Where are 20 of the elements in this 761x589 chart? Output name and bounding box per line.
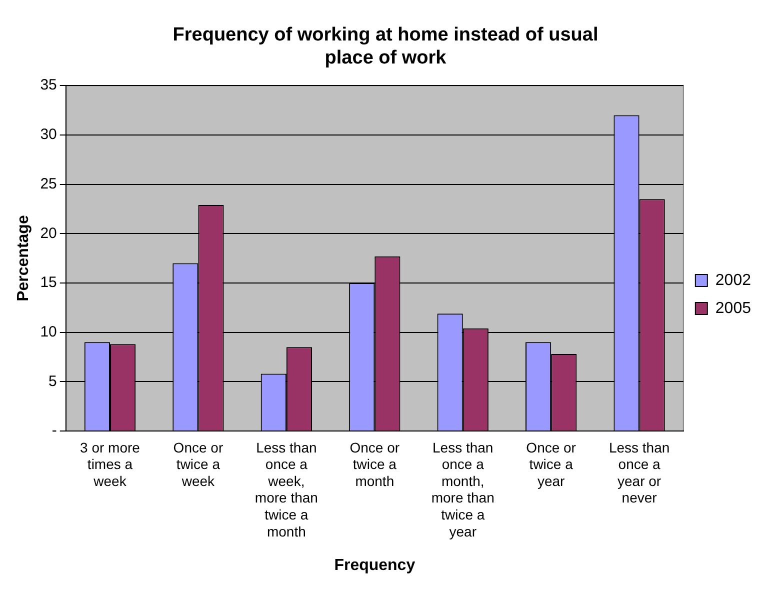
x-tick-label: Once or twice a year — [526, 439, 576, 489]
y-tick-label: - — [52, 422, 57, 440]
x-tick-label: Once or twice a week — [173, 439, 224, 489]
x-tick-label: Less than once a month, more than twice a year — [431, 439, 494, 540]
x-tick-label: Less than once a year or never — [608, 439, 670, 506]
y-tick-label: 30 — [40, 126, 57, 144]
legend-label: 2002 — [715, 272, 752, 289]
chart-title: Frequency of working at home instead of usual place of work — [172, 24, 598, 68]
y-tick-label: 15 — [40, 274, 57, 292]
x-axis-title: Frequency — [334, 556, 416, 574]
y-tick-label: 10 — [40, 323, 57, 340]
legend-label: 2005 — [715, 300, 752, 317]
y-tick-label: 25 — [40, 175, 57, 192]
y-axis-title: Percentage — [15, 215, 32, 302]
x-tick-label: 3 or more times a week — [80, 439, 140, 489]
x-tick-label: Less than once a week, more than twice a month — [254, 439, 318, 540]
y-tick-label: 5 — [48, 372, 57, 390]
y-tick-label: 35 — [40, 76, 57, 94]
x-tick-label: Once or twice a month — [350, 439, 400, 489]
y-tick-label: 20 — [40, 224, 57, 242]
